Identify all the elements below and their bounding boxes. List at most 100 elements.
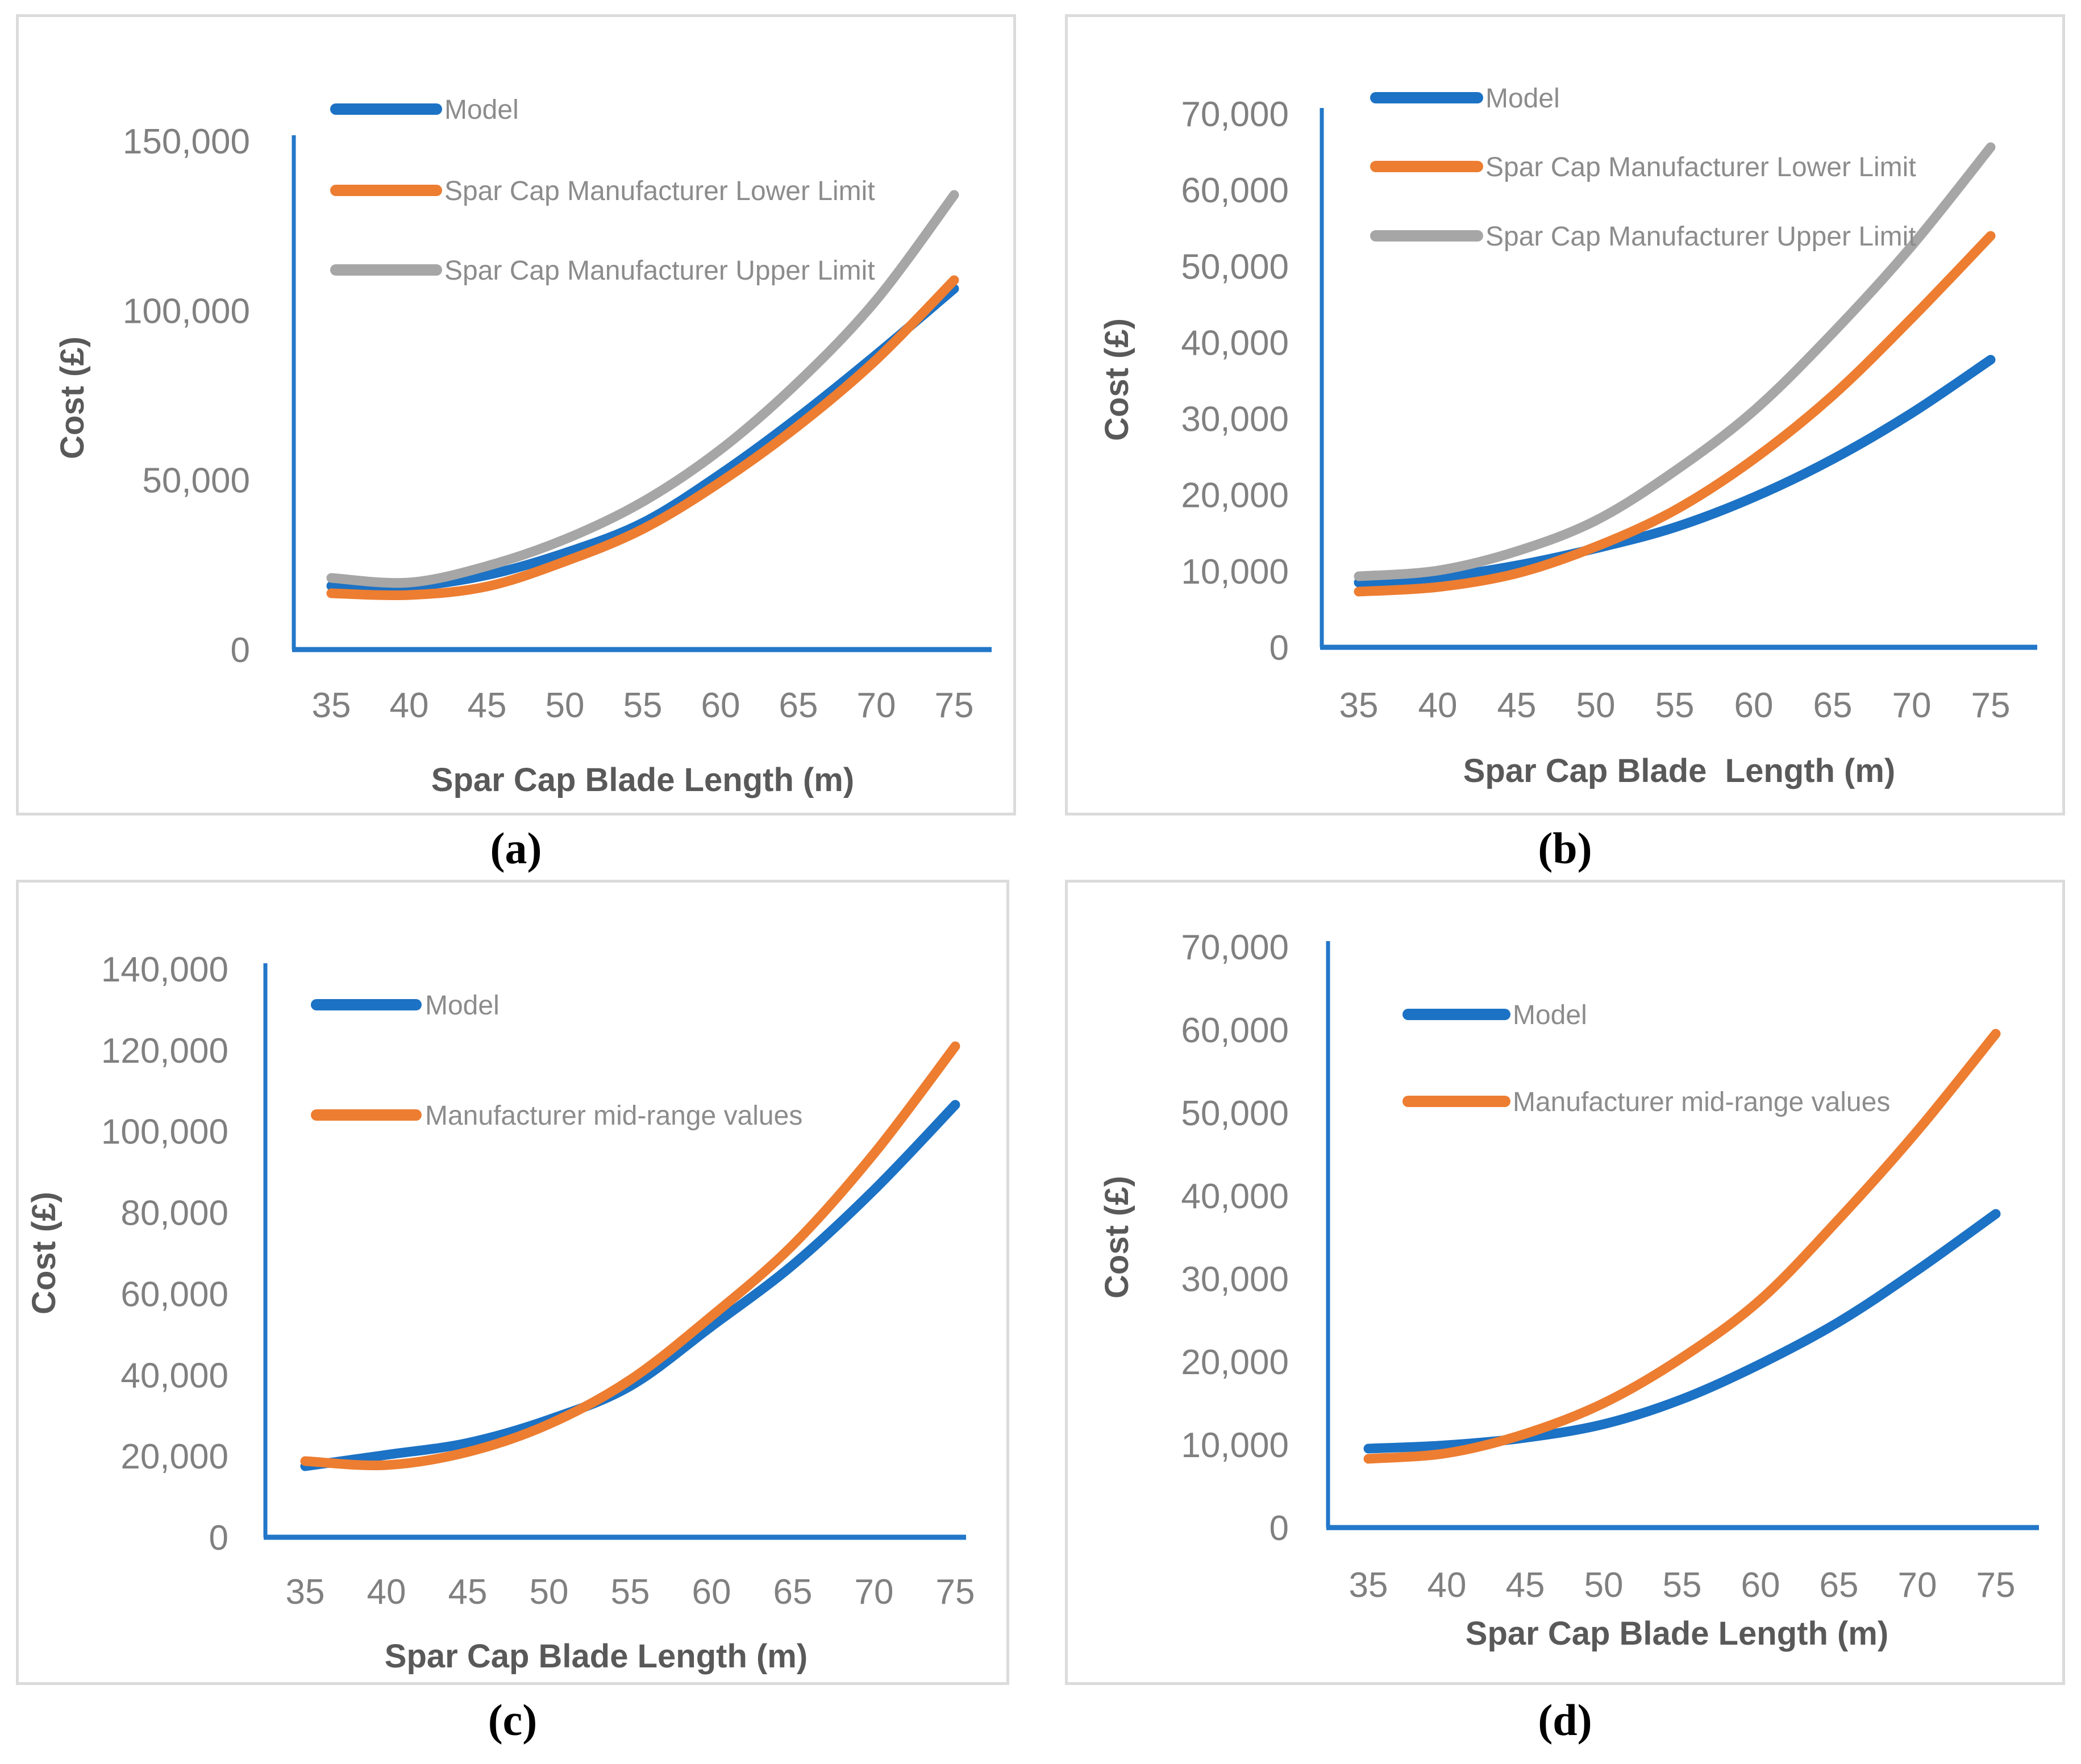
- y-tick-label: 60,000: [120, 1275, 228, 1314]
- chart-panel-a: [16, 14, 1016, 816]
- caption-c: (c): [488, 1695, 538, 1745]
- series-line-orange: [300, 1041, 960, 1471]
- legend-label: Spar Cap Manufacturer Lower Limit: [1485, 152, 1916, 182]
- series-line-blue: [326, 284, 959, 592]
- y-tick-label: 60,000: [1181, 171, 1289, 210]
- y-tick-label: 40,000: [1181, 1177, 1289, 1216]
- y-tick-label: 0: [209, 1518, 228, 1558]
- x-tick-label: 75: [1976, 1566, 2016, 1605]
- x-tick-label: 50: [546, 686, 585, 725]
- legend-label: Spar Cap Manufacturer Upper Limit: [1485, 222, 1916, 252]
- y-tick-label: 70,000: [1181, 95, 1289, 134]
- series-line-gray: [1354, 142, 1996, 581]
- x-tick-label: 60: [692, 1572, 731, 1612]
- x-axis-title: Spar Cap Blade Length (m): [385, 1638, 808, 1675]
- x-tick-label: 60: [701, 686, 740, 725]
- series-line-orange: [1354, 231, 1996, 597]
- caption-b: (b): [1538, 823, 1592, 873]
- x-tick-label: 60: [1734, 686, 1774, 725]
- legend-label: Model: [425, 991, 500, 1021]
- x-tick-label: 40: [367, 1572, 406, 1612]
- y-tick-label: 70,000: [1181, 928, 1289, 967]
- y-tick-label: 0: [1270, 1509, 1289, 1548]
- y-tick-label: 10,000: [1181, 552, 1289, 592]
- y-tick-label: 100,000: [123, 292, 250, 331]
- y-tick-label: 100,000: [101, 1113, 228, 1152]
- x-tick-label: 55: [611, 1572, 650, 1612]
- x-tick-label: 70: [1892, 686, 1932, 725]
- x-tick-label: 35: [1349, 1566, 1388, 1605]
- x-tick-label: 75: [1971, 686, 2011, 725]
- y-tick-label: 10,000: [1181, 1426, 1289, 1465]
- x-tick-label: 50: [530, 1572, 569, 1612]
- y-tick-label: 20,000: [120, 1437, 228, 1476]
- x-tick-label: 45: [448, 1572, 488, 1612]
- y-axis-title: Cost (£): [1098, 318, 1135, 441]
- chart-c: 0 20,000 40,000 60,000 80,000 100,000 120,000 1…: [26, 950, 975, 1675]
- x-tick-label: 35: [312, 686, 351, 725]
- y-tick-label: 50,000: [142, 461, 250, 501]
- series-line-orange: [1363, 1029, 2001, 1464]
- y-tick-label: 140,000: [101, 950, 228, 989]
- y-tick-label: 30,000: [1181, 400, 1289, 439]
- caption-a: (a): [490, 823, 542, 873]
- x-axis-title: Spar Cap Blade Length (m): [1466, 1615, 1888, 1652]
- series-line-blue: [1363, 1209, 2001, 1454]
- y-tick-label: 150,000: [123, 122, 250, 161]
- y-tick-label: 30,000: [1181, 1260, 1289, 1299]
- x-tick-label: 45: [1497, 686, 1537, 725]
- series-line-gray: [326, 190, 959, 588]
- caption-d: (d): [1538, 1695, 1592, 1745]
- x-axis-title: Spar Cap Blade Length (m): [431, 762, 854, 798]
- series-line-blue: [1354, 355, 1996, 588]
- chart-d: 0 10,000 20,000 30,000 40,000 50,000 60,000 70,…: [1098, 928, 2039, 1652]
- x-tick-label: 65: [779, 686, 818, 725]
- x-tick-label: 70: [855, 1572, 894, 1612]
- legend-label: Spar Cap Manufacturer Upper Limit: [444, 256, 875, 286]
- x-tick-label: 75: [936, 1572, 975, 1612]
- x-tick-label: 55: [623, 686, 663, 725]
- y-tick-label: 120,000: [101, 1031, 228, 1071]
- y-tick-label: 50,000: [1181, 1094, 1289, 1133]
- x-tick-label: 65: [1813, 686, 1853, 725]
- legend-label: Model: [444, 95, 519, 125]
- x-tick-label: 35: [1339, 686, 1379, 725]
- y-axis-title: Cost (£): [54, 336, 91, 459]
- y-tick-label: 60,000: [1181, 1011, 1289, 1050]
- x-tick-label: 70: [1898, 1566, 1937, 1605]
- x-tick-label: 35: [286, 1572, 325, 1612]
- y-tick-label: 40,000: [120, 1356, 228, 1395]
- x-tick-label: 40: [1418, 686, 1458, 725]
- legend-label: Manufacturer mid-range values: [425, 1101, 802, 1131]
- y-tick-label: 20,000: [1181, 1343, 1289, 1382]
- legend-label: Spar Cap Manufacturer Lower Limit: [444, 176, 875, 206]
- x-tick-label: 65: [773, 1572, 813, 1612]
- legend-label: Model: [1513, 1000, 1587, 1030]
- x-tick-label: 65: [1820, 1566, 1859, 1605]
- y-tick-label: 0: [231, 631, 250, 670]
- y-tick-label: 0: [1270, 629, 1289, 668]
- series-line-orange: [326, 275, 959, 601]
- x-tick-label: 70: [857, 686, 896, 725]
- legend-label: Model: [1485, 84, 1560, 114]
- x-tick-label: 75: [935, 686, 974, 725]
- y-axis-title: Cost (£): [26, 1192, 63, 1314]
- chart-panel-c: [16, 880, 1009, 1685]
- x-axis-title: Spar Cap Blade Length (m): [1463, 752, 1896, 789]
- x-tick-label: 55: [1663, 1566, 1702, 1605]
- x-tick-label: 50: [1576, 686, 1616, 725]
- y-tick-label: 20,000: [1181, 476, 1289, 515]
- x-tick-label: 55: [1655, 686, 1695, 725]
- x-tick-label: 45: [468, 686, 507, 725]
- x-tick-label: 50: [1584, 1566, 1624, 1605]
- chart-b: 0 10,000 20,000 30,000 40,000 50,000 60,000 70,…: [1098, 84, 2037, 789]
- y-tick-label: 80,000: [120, 1194, 228, 1233]
- series-line-blue: [300, 1100, 960, 1471]
- x-tick-label: 40: [390, 686, 429, 725]
- y-axis-title: Cost (£): [1098, 1176, 1135, 1299]
- x-tick-label: 60: [1741, 1566, 1780, 1605]
- y-tick-label: 50,000: [1181, 247, 1289, 286]
- legend-label: Manufacturer mid-range values: [1513, 1087, 1890, 1117]
